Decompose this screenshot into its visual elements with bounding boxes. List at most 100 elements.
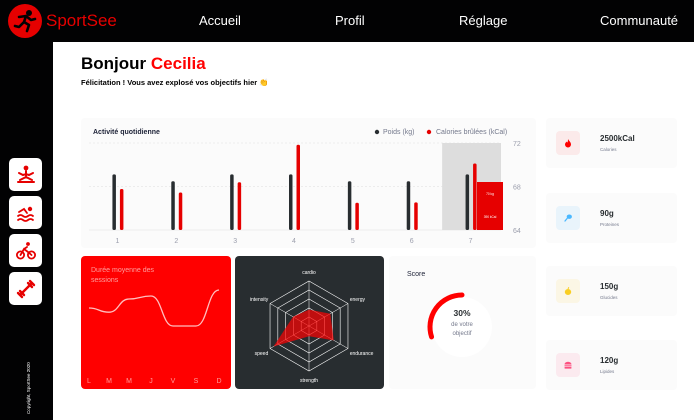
top-navigation-bar: SportSee Accueil Profil Réglage Communau…: [0, 0, 694, 42]
weight-bar[interactable]: [465, 174, 470, 230]
score-inner-circle: [432, 297, 492, 357]
carbs-label: Glucides: [600, 295, 618, 300]
day-label: J: [149, 378, 153, 385]
calories-bar[interactable]: [119, 189, 124, 230]
sessions-title-line1: Durée moyenne des: [91, 267, 155, 274]
legend-weight-dot: [374, 129, 380, 135]
day-label: D: [216, 378, 221, 385]
lipids-value: 120g: [600, 356, 619, 365]
average-sessions-chart: Durée moyenne des sessions L M M J V S D: [81, 256, 231, 389]
radar-label: strength: [300, 378, 318, 384]
activity-title: Activité quotidienne: [93, 129, 160, 136]
day-label: M: [126, 378, 132, 385]
performance-radar-chart: cardio energy endurance strength speed intens…: [235, 256, 384, 389]
score-title: Score: [407, 271, 425, 278]
calories-bar[interactable]: [296, 144, 301, 230]
calories-bar[interactable]: [355, 202, 359, 230]
score-svg: Score 30% de votre objectif: [407, 271, 492, 357]
apple-icon: [564, 286, 572, 295]
lipids-label: Lipides: [600, 369, 615, 374]
proteins-label: Proteines: [600, 222, 620, 227]
radar-shape: [273, 309, 334, 347]
proteins-icon-box: [556, 206, 580, 230]
y-tick-label: 68: [513, 185, 521, 192]
flame-icon: [565, 139, 571, 148]
page-title: Bonjour Cecilia: [81, 54, 206, 74]
carbs-icon-box: [556, 279, 580, 303]
x-tick-label: 1: [115, 238, 119, 245]
day-label: V: [171, 378, 176, 385]
day-label: S: [194, 378, 199, 385]
calories-card: 2500kCal Calories: [546, 118, 677, 168]
brand-name: SportSee: [46, 11, 117, 30]
dumbbell-icon: [16, 279, 35, 298]
user-name: Cecilia: [150, 54, 206, 73]
lipids-icon-box: [556, 353, 580, 377]
radar-label: energy: [350, 297, 366, 303]
weight-bar[interactable]: [112, 174, 116, 230]
weight-bar[interactable]: [230, 174, 234, 230]
congratulation-message: Félicitation ! Vous avez explosé vos obj…: [81, 78, 269, 87]
y-tick-label: 72: [513, 141, 521, 148]
calories-bar[interactable]: [237, 182, 242, 230]
sidebar: Copyright, SportSee 2020: [0, 42, 53, 420]
weight-bar[interactable]: [289, 174, 293, 230]
legend-weight: Poids (kg): [383, 129, 415, 136]
calories-label: Calories: [600, 147, 617, 152]
greeting-hello: Bonjour: [81, 54, 147, 73]
lipids-card: 120g Lipides: [546, 340, 677, 390]
x-tick-label: 7: [469, 238, 473, 245]
x-tick-label: 4: [292, 238, 296, 245]
radar-svg: cardio energy endurance strength speed intens…: [250, 270, 374, 384]
tooltip-kcal: 390 kCal: [484, 215, 497, 219]
dumbbell-button[interactable]: [9, 272, 42, 305]
score-label-line1: de votre: [451, 322, 473, 328]
calories-icon-box: [556, 131, 580, 155]
chicken-icon: [564, 214, 572, 222]
calories-bar[interactable]: [473, 163, 477, 230]
activity-chart-svg: Activité quotidienne Poids (kg) Calories…: [89, 129, 521, 245]
carbs-card: 150g Glucides: [546, 266, 677, 316]
weight-bar[interactable]: [347, 181, 352, 230]
score-arc: [427, 292, 465, 340]
legend-calories: Calories brûlées (kCal): [436, 129, 507, 136]
logo[interactable]: SportSee: [8, 4, 117, 38]
weight-bar[interactable]: [171, 181, 175, 230]
proteins-value: 90g: [600, 209, 614, 218]
y-tick-label: 64: [513, 228, 521, 235]
nav-communaute[interactable]: Communauté: [600, 13, 679, 28]
activity-tooltip: 70 kg 390 kCal: [477, 182, 503, 230]
x-tick-label: 3: [233, 238, 237, 245]
nav-reglage[interactable]: Réglage: [459, 13, 508, 28]
weight-bar[interactable]: [406, 181, 411, 230]
nav-accueil[interactable]: Accueil: [199, 13, 241, 28]
calories-value: 2500kCal: [600, 134, 635, 143]
x-tick-label: 2: [174, 238, 178, 245]
day-label: M: [106, 378, 112, 385]
sessions-line: [88, 289, 220, 327]
proteins-card: 90g Proteines: [546, 193, 677, 243]
burger-icon: [564, 361, 572, 369]
carbs-value: 150g: [600, 282, 619, 291]
calories-bar[interactable]: [414, 202, 418, 230]
score-value: 30%: [453, 308, 470, 318]
swim-button[interactable]: [9, 196, 42, 229]
calories-bar[interactable]: [178, 192, 183, 230]
x-tick-label: 5: [351, 238, 355, 245]
yoga-button[interactable]: [9, 158, 42, 191]
yoga-icon: [16, 165, 35, 183]
radar-label: speed: [255, 351, 269, 357]
activity-chart: Activité quotidienne Poids (kg) Calories…: [81, 118, 536, 248]
swim-icon: [16, 206, 34, 222]
sessions-title-line2: sessions: [91, 277, 119, 284]
x-tick-label: 6: [410, 238, 414, 245]
bike-button[interactable]: [9, 234, 42, 267]
average-sessions-svg: Durée moyenne des sessions L M M J V S D: [87, 267, 221, 385]
day-label: L: [87, 378, 91, 385]
radar-label: intensity: [250, 297, 269, 303]
copyright: Copyright, SportSee 2020: [26, 362, 31, 414]
tooltip-kg: 70 kg: [486, 192, 494, 196]
nav-profil[interactable]: Profil: [335, 13, 365, 28]
score-chart: Score 30% de votre objectif: [389, 256, 536, 389]
tooltip-box: [477, 182, 503, 230]
